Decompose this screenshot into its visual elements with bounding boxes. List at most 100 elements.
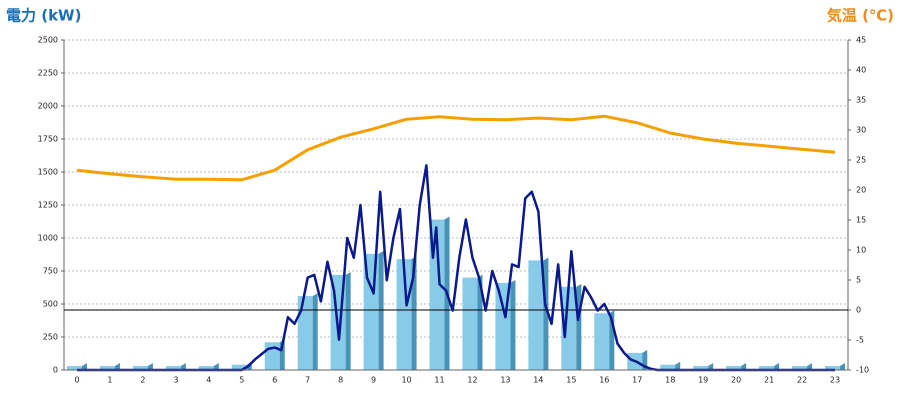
- bar-front: [231, 364, 247, 370]
- x-tick-label: 14: [533, 376, 543, 385]
- bar: [198, 363, 219, 370]
- bar-front: [660, 364, 676, 370]
- bar-side: [675, 361, 681, 370]
- y-tick-label: 0: [53, 366, 58, 375]
- x-tick-label: 0: [74, 376, 79, 385]
- x-tick-label: 5: [239, 376, 244, 385]
- x-tick-label: 15: [566, 376, 576, 385]
- bar-front: [264, 342, 280, 370]
- x-tick-label: 23: [830, 376, 840, 385]
- bar-front: [462, 277, 478, 370]
- x-tick-label: 3: [173, 376, 178, 385]
- bar-side: [345, 271, 351, 370]
- bar-front: [132, 366, 148, 370]
- y2-tick-label: 45: [856, 36, 866, 45]
- x-tick-label: 4: [206, 376, 211, 385]
- x-tick-label: 19: [698, 376, 708, 385]
- x-tick-label: 2: [140, 376, 145, 385]
- bar-front: [759, 366, 775, 370]
- bar: [693, 363, 714, 370]
- bar-front: [693, 366, 709, 370]
- bar-front: [198, 366, 214, 370]
- y-tick-label: 750: [43, 267, 58, 276]
- x-tick-label: 9: [371, 376, 376, 385]
- bar-front: [528, 260, 544, 370]
- bar: [165, 363, 186, 370]
- bar: [396, 256, 417, 370]
- y-tick-label: 1250: [38, 201, 58, 210]
- line: [77, 164, 835, 372]
- y-tick-label: 500: [43, 300, 58, 309]
- x-tick-label: 7: [305, 376, 310, 385]
- bar: [99, 363, 120, 370]
- y-axis-title: 電力 (kW): [6, 7, 81, 25]
- y2-tick-label: 10: [856, 246, 866, 255]
- x-tick-label: 13: [500, 376, 510, 385]
- bar-front: [99, 366, 115, 370]
- bar-side: [82, 363, 87, 370]
- bar-side: [411, 256, 417, 370]
- y-tick-label: 2000: [38, 102, 58, 111]
- bar: [67, 363, 87, 370]
- bar-front: [67, 366, 82, 370]
- y2-tick-label: 25: [856, 156, 866, 165]
- y2-axis-title: 気温 (℃): [827, 7, 894, 25]
- x-tick-label: 20: [731, 376, 741, 385]
- bar: [462, 274, 483, 370]
- bar: [825, 363, 845, 370]
- bar-side: [147, 363, 153, 370]
- bar-front: [561, 286, 577, 370]
- x-tick-label: 21: [764, 376, 774, 385]
- x-tick-label: 12: [467, 376, 477, 385]
- y-tick-label: 1000: [38, 234, 58, 243]
- y-tick-label: 1500: [38, 168, 58, 177]
- bar-front: [396, 259, 412, 370]
- y-tick-label: 1750: [38, 135, 58, 144]
- bar-front: [594, 313, 610, 370]
- y2-tick-label: 0: [856, 306, 861, 315]
- x-tick-label: 17: [632, 376, 642, 385]
- bar-front: [165, 366, 181, 370]
- x-tick-label: 8: [338, 376, 343, 385]
- y2-tick-label: 40: [856, 66, 866, 75]
- bar-side: [741, 363, 747, 370]
- y2-tick-label: 15: [856, 216, 866, 225]
- y2-tick-label: 20: [856, 186, 866, 195]
- bar-side: [807, 363, 813, 370]
- bar-front: [297, 296, 313, 370]
- bar-side: [840, 363, 845, 370]
- bar-side: [708, 363, 714, 370]
- bar-side: [477, 274, 483, 370]
- y-tick-label: 2500: [38, 36, 58, 45]
- bar-side: [114, 363, 120, 370]
- bar: [528, 257, 549, 370]
- x-tick-label: 22: [797, 376, 807, 385]
- bar-side: [576, 283, 582, 370]
- y-tick-label: 2250: [38, 69, 58, 78]
- y2-tick-label: -5: [856, 336, 864, 345]
- bar: [792, 363, 813, 370]
- x-tick-label: 18: [665, 376, 675, 385]
- y2-tick-label: 30: [856, 126, 866, 135]
- bar-side: [510, 279, 516, 370]
- y2-tick-label: -10: [856, 366, 869, 375]
- y2-tick-label: 35: [856, 96, 866, 105]
- bar: [132, 363, 153, 370]
- bar-front: [792, 366, 808, 370]
- x-tick-label: 11: [434, 376, 444, 385]
- bar: [660, 361, 681, 370]
- x-tick-label: 6: [272, 376, 277, 385]
- y2-tick-label: 5: [856, 276, 861, 285]
- x-tick-label: 10: [401, 376, 411, 385]
- bar-front: [726, 366, 742, 370]
- x-tick-label: 16: [599, 376, 609, 385]
- bar: [759, 363, 780, 370]
- y-tick-label: 250: [43, 333, 58, 342]
- bar: [297, 293, 318, 370]
- bar-side: [312, 293, 318, 370]
- line: [76, 114, 836, 182]
- x-tick-label: 1: [107, 376, 112, 385]
- bar-side: [180, 363, 186, 370]
- bar-side: [213, 363, 219, 370]
